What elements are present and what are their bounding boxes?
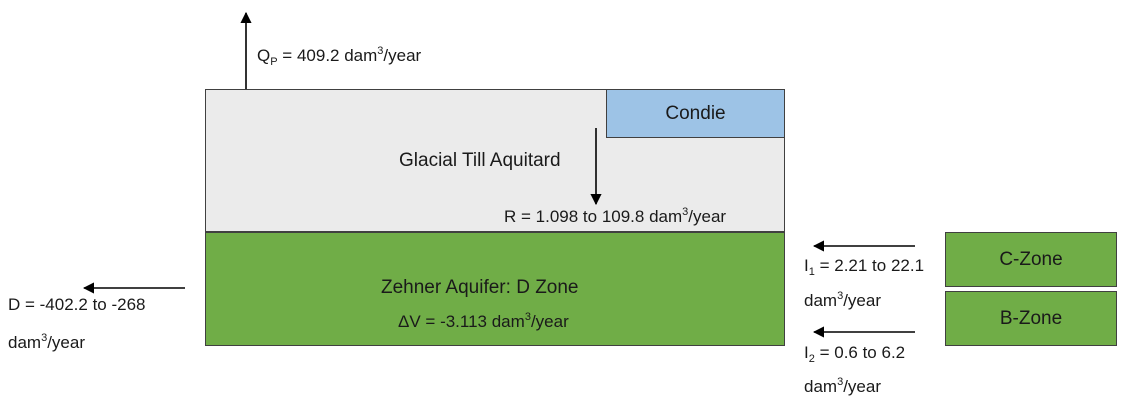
inflow1-value: = 2.21 to 22.1 bbox=[814, 256, 925, 275]
discharge-superscript: 3 bbox=[41, 332, 48, 344]
pumping-label: QP = 409.2 dam3/year bbox=[257, 45, 422, 68]
storage-superscript: 3 bbox=[524, 311, 531, 323]
inflow1-symbol: I bbox=[804, 256, 809, 275]
inflow1-subscript: 1 bbox=[808, 266, 815, 278]
inflow1-unit-dam: dam bbox=[804, 291, 838, 310]
pumping-subscript: P bbox=[270, 56, 278, 68]
inflow2-superscript: 3 bbox=[837, 376, 844, 388]
inflow2-label-line2: dam3/year bbox=[804, 376, 881, 398]
inflow1-unit-year: /year bbox=[843, 291, 881, 310]
inflow2-value: = 0.6 to 6.2 bbox=[814, 343, 906, 362]
recharge-superscript: 3 bbox=[682, 206, 689, 218]
inflow2-unit-year: /year bbox=[843, 377, 881, 396]
inflow1-superscript: 3 bbox=[837, 290, 844, 302]
pumping-value: = 409.2 dam bbox=[277, 46, 378, 65]
discharge-label-line1: D = -402.2 to -268 bbox=[8, 295, 146, 314]
c-zone-box: C-Zone bbox=[945, 232, 1117, 287]
storage-change-label: ΔV = -3.113 dam3/year bbox=[398, 311, 569, 333]
storage-value: ΔV = -3.113 dam bbox=[398, 312, 525, 331]
inflow2-subscript: 2 bbox=[808, 353, 815, 365]
inflow1-label-line1: I1 = 2.21 to 22.1 bbox=[804, 255, 925, 278]
pumping-symbol: Q bbox=[257, 46, 271, 65]
b-zone-box: B-Zone bbox=[945, 291, 1117, 346]
condie-box: Condie bbox=[606, 89, 785, 138]
discharge-unit-year: /year bbox=[47, 333, 85, 352]
condie-label: Condie bbox=[665, 102, 726, 124]
aquitard-label: Glacial Till Aquitard bbox=[399, 150, 561, 171]
inflow2-unit-dam: dam bbox=[804, 377, 838, 396]
discharge-unit-dam: dam bbox=[8, 333, 42, 352]
inflow1-label-line2: dam3/year bbox=[804, 290, 881, 312]
discharge-label-line2: dam3/year bbox=[8, 332, 85, 354]
inflow2-label-line1: I2 = 0.6 to 6.2 bbox=[804, 342, 906, 365]
aquifer-label: Zehner Aquifer: D Zone bbox=[381, 277, 579, 298]
recharge-value: R = 1.098 to 109.8 dam bbox=[504, 207, 683, 226]
b-zone-label: B-Zone bbox=[999, 307, 1063, 329]
inflow2-symbol: I bbox=[804, 343, 809, 362]
recharge-unit: /year bbox=[688, 207, 727, 226]
pumping-superscript: 3 bbox=[377, 45, 384, 57]
c-zone-label: C-Zone bbox=[999, 248, 1063, 270]
pumping-unit: /year bbox=[383, 46, 422, 65]
zehner-aquifer-d-zone bbox=[205, 232, 785, 346]
storage-unit: /year bbox=[530, 312, 569, 331]
recharge-label: R = 1.098 to 109.8 dam3/year bbox=[504, 206, 726, 228]
